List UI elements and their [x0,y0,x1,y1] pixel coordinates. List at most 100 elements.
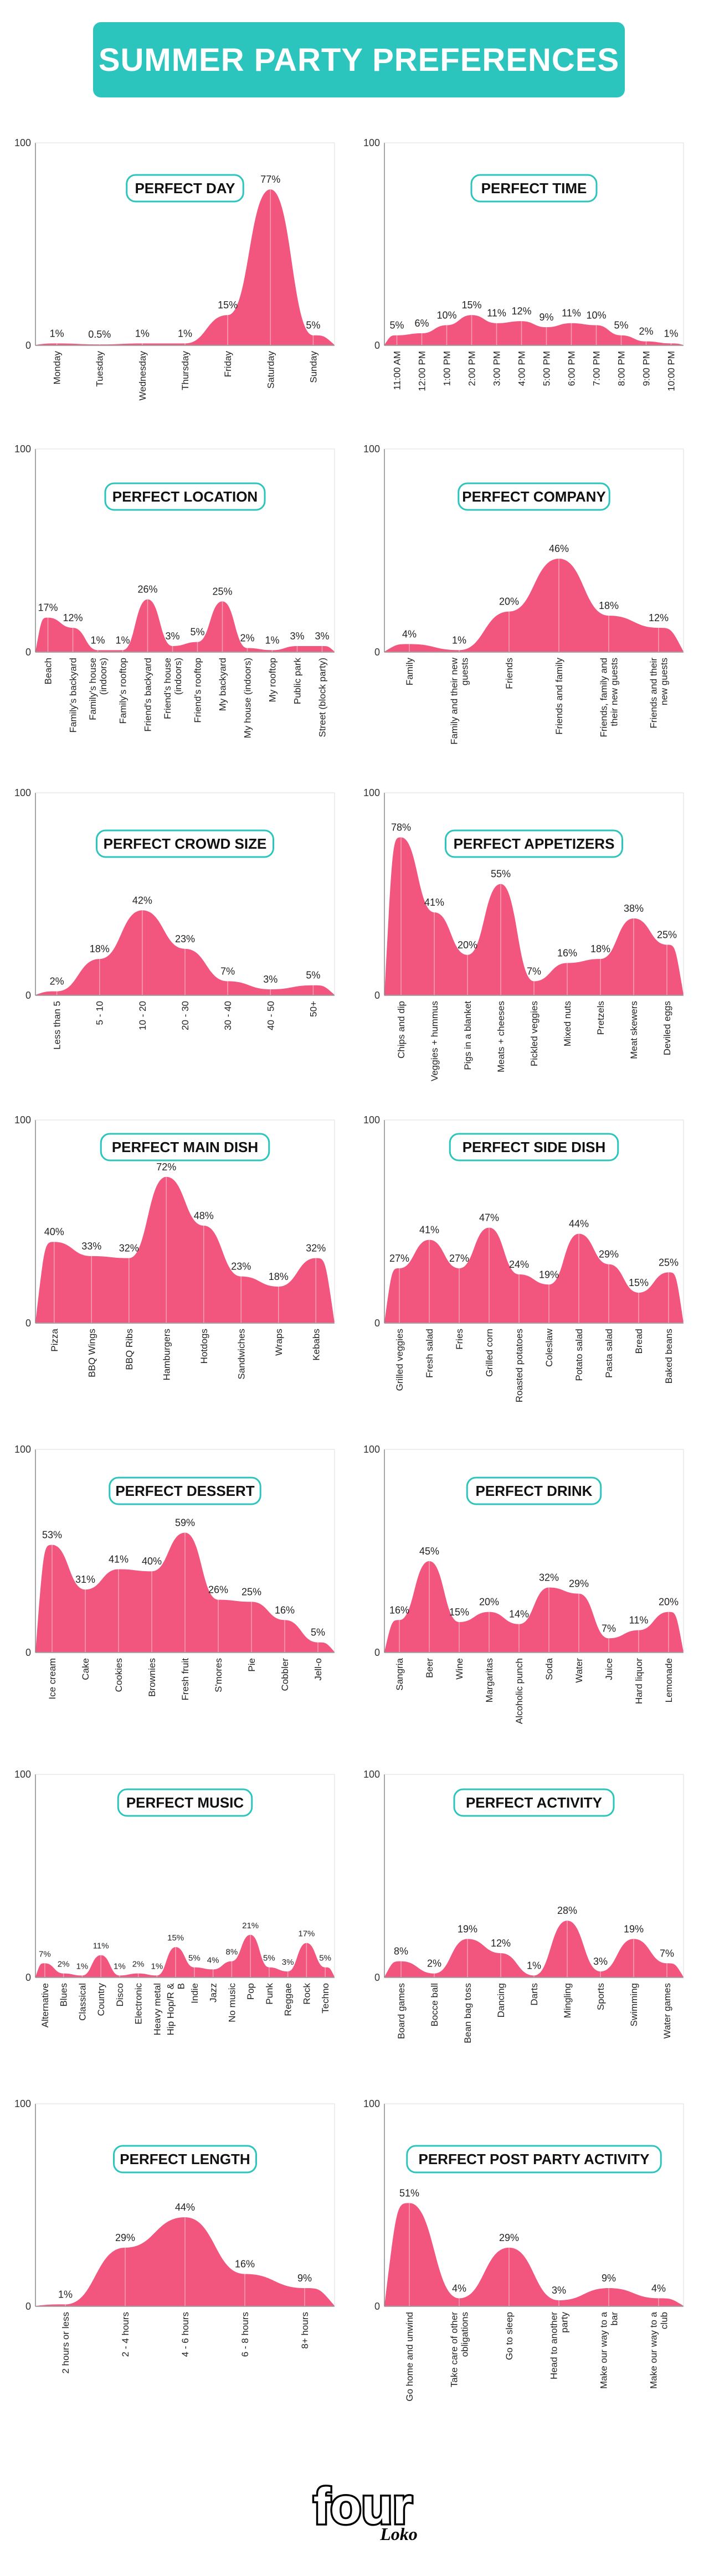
x-tick-label: Alternative [40,1983,50,2027]
data-label: 28% [557,1905,577,1916]
data-label: 11% [629,1615,649,1626]
chart-title-frame [453,1788,615,1817]
data-label: 25% [659,1257,679,1268]
data-label: 4% [452,2283,466,2294]
x-tick-label: Water games [662,1983,672,2038]
x-tick-label: Potato salad [574,1329,584,1381]
x-tick-label: Mixed nuts [562,1001,573,1046]
x-tick-label: BBQ Wings [86,1329,97,1377]
chart-title-frame [445,829,623,858]
x-tick-label: Hip Hop/R &B [166,1983,187,2035]
x-tick-label: Friends and family [554,658,564,735]
x-tick-label: Deviled eggs [662,1001,672,1055]
data-label: 77% [260,174,280,185]
y-tick-max: 100 [14,137,31,148]
area-series [35,1176,335,1323]
data-label: 4% [402,628,417,639]
data-label: 9% [297,2273,312,2284]
x-tick-label: 7:00 PM [592,351,602,386]
data-label: 24% [509,1259,529,1270]
chart-title: PERFECT MAIN DISH [112,1139,258,1155]
chart-perfect-music: 100 0 7% 2% 1% 11% 1% 2% 1% 15% 5% 4% 8% 21% 5% 3% 17% 5%… [14,1769,335,2035]
data-label: 11% [93,1942,109,1951]
data-label: 3% [263,974,278,985]
x-tick-label: Margaritas [484,1658,495,1702]
chart-title: PERFECT TIME [481,180,587,197]
y-tick-zero: 0 [374,1647,380,1658]
data-label: 5% [306,320,320,331]
x-tick-label: Less than 5 [52,1001,63,1050]
chart-perfect-drink: 100 0 16% 45% 15% 20% 14% 32% 29% 7% 11% 20% Sangria… [363,1444,684,1724]
data-label: 25% [212,586,232,597]
x-tick-label: Veggies + hummus [429,1001,440,1081]
x-tick-label: Beer [424,1658,435,1678]
x-tick-label: 12:00 PM [417,351,428,391]
data-label: 11% [562,308,581,319]
data-label: 1% [151,1961,163,1971]
data-label: 3% [552,2285,566,2296]
data-label: 16% [389,1604,409,1615]
data-label: 2% [427,1958,441,1969]
y-tick-zero: 0 [25,340,31,351]
chart-perfect-length: 100 0 1% 29% 44% 16% 9% 2 hours or less 2 - 4 ho… [14,2098,335,2374]
x-tick-label: Hotdogs [199,1329,209,1364]
data-label: 9% [539,312,553,323]
chart-title-frame [109,1477,261,1505]
data-label: 15% [629,1277,649,1288]
data-label: 14% [509,1609,529,1620]
data-label: 1% [527,1960,541,1971]
data-label: 9% [602,2273,616,2284]
x-tick-label: Family's rooftop [118,658,129,724]
chart-title-frame [406,2145,662,2174]
data-label: 2% [58,1960,70,1969]
area-series [384,559,684,652]
x-tick-label: Juice [604,1658,614,1680]
x-tick-label: Meats + cheeses [496,1001,506,1072]
data-label: 15% [449,1607,469,1618]
x-tick-label: Reggae [283,1983,294,2016]
x-tick-label: Take care of otherobligations [449,2312,470,2387]
x-tick-label: 4:00 PM [517,351,527,386]
page-banner: SUMMER PARTY PREFERENCES [93,22,625,97]
x-tick-label: Sandwiches [236,1329,246,1380]
x-tick-label: Electronic [133,1983,144,2025]
x-tick-label: 6:00 PM [567,351,577,386]
y-tick-zero: 0 [374,2301,380,2312]
y-tick-max: 100 [14,787,31,798]
data-label: 29% [599,1249,619,1260]
data-label: 41% [109,1554,129,1565]
x-tick-label: Chips and dip [396,1001,407,1059]
x-tick-label: 8:00 PM [616,351,627,386]
x-tick-label: Public park [292,658,303,705]
y-tick-zero: 0 [374,1318,380,1329]
x-tick-label: 3:00 PM [492,351,502,386]
chart-title: PERFECT CROWD SIZE [104,835,267,852]
data-label: 0.5% [88,329,111,340]
chart-title: PERFECT LOCATION [112,488,258,505]
y-tick-zero: 0 [374,340,380,351]
chart-title-frame [458,482,610,511]
data-label: 51% [399,2187,419,2198]
data-label: 40% [142,1556,162,1567]
area-series [384,1921,684,1977]
x-tick-label: Bean bag toss [463,1983,473,2043]
x-tick-label: Family [404,658,415,686]
data-label: 4% [651,2283,666,2294]
x-tick-label: My backyard [218,658,228,711]
data-label: 12% [649,612,669,623]
x-tick-label: Fries [454,1329,465,1350]
x-tick-label: Cobbler [280,1658,290,1691]
data-label: 1% [58,2289,73,2300]
data-label: 38% [624,903,644,914]
x-tick-label: 2:00 PM [467,351,477,386]
x-tick-label: 30 - 40 [223,1001,233,1030]
x-tick-label: Country [96,1983,106,2016]
data-label: 32% [306,1243,326,1254]
area-series [35,599,335,652]
x-tick-label: Bocce ball [429,1983,440,2026]
chart-title: PERFECT APPETIZERS [454,835,615,852]
x-tick-label: Pigs in a blanket [463,1001,473,1070]
x-tick-label: Heavy metal [152,1983,162,2035]
y-tick-max: 100 [14,1769,31,1780]
x-tick-label: 11:00 AM [392,351,403,390]
